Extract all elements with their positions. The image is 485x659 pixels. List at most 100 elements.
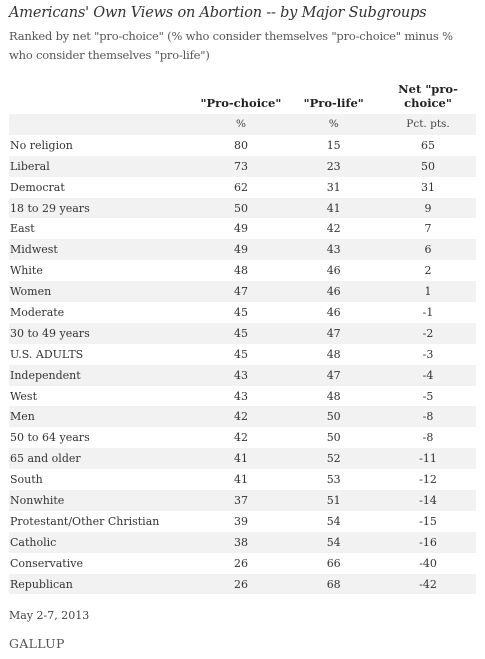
value-net-pro-choice: -4: [380, 364, 476, 386]
value-pro-life: 43: [287, 239, 381, 261]
chart-subtitle: Ranked by net "pro-choice" (% who consid…: [9, 29, 453, 62]
value-pro-choice: 49: [194, 239, 288, 261]
value-pro-life: 41: [287, 197, 381, 219]
value-pro-life: 51: [287, 490, 381, 511]
gallup-logo: GALLUP: [9, 636, 65, 651]
value-pro-life: 31: [326, 180, 341, 194]
value-pro-choice: 45: [233, 305, 248, 319]
value-pro-choice: 42: [194, 406, 288, 428]
table-row: Catholic 38 54 -16: [9, 531, 476, 553]
value-pro-life: 23: [287, 155, 381, 177]
data-table: "Pro-choice" "Pro-life" Net "pro-choice"…: [9, 76, 476, 595]
chart-title: Americans' Own Views on Abortion -- by M…: [9, 5, 427, 21]
table-row: Women 47 46 1: [9, 281, 476, 303]
value-pro-life: 46: [326, 305, 341, 319]
row-label: Republican: [9, 573, 195, 595]
value-pro-life: 66: [326, 556, 341, 570]
column-header-net-text: Net "pro-choice": [398, 82, 458, 110]
row-label: 30 to 49 years: [9, 322, 195, 344]
value-pro-choice: 39: [233, 514, 248, 528]
table-row: Democrat 62 31 31: [9, 177, 476, 198]
value-pro-choice: 45: [233, 347, 248, 361]
table-row: Moderate 45 46 -1: [9, 302, 476, 323]
value-pro-life: 15: [326, 138, 341, 152]
row-label: 65 and older: [9, 448, 195, 470]
table-row: Liberal 73 23 50: [9, 155, 476, 177]
value-net-pro-choice: 31: [421, 180, 436, 194]
row-label: West: [10, 389, 37, 403]
row-label: South: [10, 473, 43, 487]
value-pro-life: 50: [287, 406, 381, 428]
value-pro-life: 48: [326, 389, 341, 403]
value-pro-choice: 49: [233, 222, 248, 236]
value-net-pro-choice: -5: [422, 389, 434, 403]
value-net-pro-choice: -1: [422, 305, 434, 319]
table-body: % % Pct. pts. No religion 80 15 65 Liberal 73…: [9, 114, 476, 595]
value-pro-life: 52: [287, 448, 381, 470]
value-net-pro-choice: -42: [380, 573, 476, 595]
row-label: Moderate: [10, 305, 65, 319]
row-label: 50 to 64 years: [10, 431, 90, 445]
table-row: No religion 80 15 65: [9, 135, 476, 156]
column-header-pro-choice: "Pro-choice": [200, 96, 282, 110]
header-label-cell: [9, 76, 195, 114]
table-row: Nonwhite 37 51 -14: [9, 490, 476, 511]
value-pro-choice: 38: [194, 531, 288, 553]
value-net-pro-choice: -11: [380, 448, 476, 470]
units-row: % % Pct. pts.: [9, 114, 476, 135]
value-net-pro-choice: 6: [380, 239, 476, 261]
value-pro-choice: 26: [194, 573, 288, 595]
unit-pro-life: %: [287, 114, 381, 135]
value-net-pro-choice: 1: [380, 281, 476, 303]
value-pro-life: 68: [287, 573, 381, 595]
value-pro-life: 47: [287, 364, 381, 386]
column-header-pro-life: "Pro-life": [303, 96, 364, 110]
value-pro-life: 53: [326, 473, 341, 487]
row-label: Protestant/Other Christian: [10, 514, 160, 528]
table-row: 30 to 49 years 45 47 -2: [9, 322, 476, 344]
value-pro-choice: 62: [233, 180, 248, 194]
value-net-pro-choice: 65: [421, 138, 436, 152]
row-label: Catholic: [9, 531, 195, 553]
value-pro-life: 42: [326, 222, 341, 236]
table-row: Protestant/Other Christian 39 54 -15: [9, 511, 476, 532]
value-net-pro-choice: -8: [380, 406, 476, 428]
table-row: Conservative 26 66 -40: [9, 553, 476, 574]
value-pro-life: 54: [287, 531, 381, 553]
value-pro-choice: 47: [194, 281, 288, 303]
table-row: East 49 42 7: [9, 218, 476, 239]
column-header-net-pro-choice: Net "pro-choice": [380, 76, 476, 114]
row-label: Liberal: [9, 155, 195, 177]
value-pro-choice: 50: [194, 197, 288, 219]
value-pro-life: 46: [326, 264, 341, 278]
table-row: West 43 48 -5: [9, 386, 476, 407]
row-label: White: [10, 264, 43, 278]
value-net-pro-choice: -16: [380, 531, 476, 553]
row-label: No religion: [10, 138, 73, 152]
row-label: 18 to 29 years: [9, 197, 195, 219]
table-row: White 48 46 2: [9, 260, 476, 281]
value-net-pro-choice: 7: [424, 222, 432, 236]
value-pro-choice: 48: [233, 264, 248, 278]
unit-net: Pct. pts.: [380, 114, 476, 135]
table-row: Men 42 50 -8: [9, 406, 476, 428]
row-label: U.S. ADULTS: [10, 347, 84, 361]
table-row: 18 to 29 years 50 41 9: [9, 197, 476, 219]
table-row: Midwest 49 43 6: [9, 239, 476, 261]
row-label: East: [10, 222, 35, 236]
value-pro-choice: 37: [194, 490, 288, 511]
value-pro-choice: 42: [233, 431, 248, 445]
units-label-cell: [9, 114, 195, 135]
value-pro-choice: 41: [233, 473, 248, 487]
row-label: Democrat: [10, 180, 65, 194]
row-label: Men: [9, 406, 195, 428]
row-label: Midwest: [9, 239, 195, 261]
row-label: Nonwhite: [9, 490, 195, 511]
value-net-pro-choice: -12: [419, 473, 437, 487]
header-row: "Pro-choice" "Pro-life" Net "pro-choice": [9, 76, 476, 114]
value-net-pro-choice: -3: [422, 347, 434, 361]
table-row: 65 and older 41 52 -11: [9, 448, 476, 470]
value-net-pro-choice: -8: [422, 431, 434, 445]
value-pro-life: 48: [326, 347, 341, 361]
unit-pro-choice: %: [194, 114, 288, 135]
